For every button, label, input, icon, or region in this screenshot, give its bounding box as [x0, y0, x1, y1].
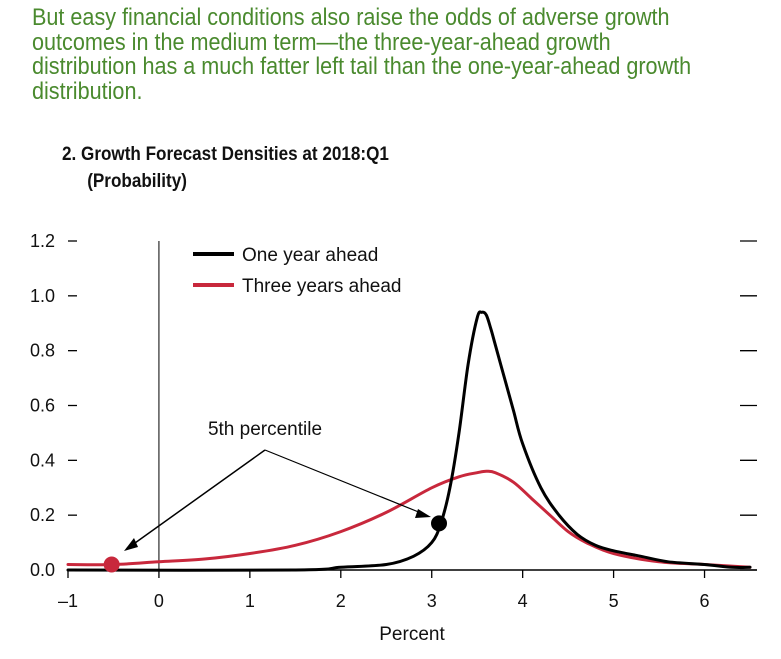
series-line-one-year — [66, 310, 752, 572]
x-tick-label: 1 — [245, 591, 255, 611]
marker-three-year-5th-percentile — [103, 556, 120, 573]
annotation-layer: 5th percentile — [124, 419, 431, 551]
annotation-arrowhead-right — [415, 509, 431, 518]
y-tick-label: 0.2 — [30, 505, 55, 525]
y-tick-label: 0.0 — [30, 560, 55, 580]
markers-layer — [103, 515, 448, 573]
marker-one-year-5th-percentile — [431, 515, 448, 532]
legend: One year ahead Three years ahead — [193, 245, 402, 297]
x-tick-label: 6 — [700, 591, 710, 611]
x-tick-label: 4 — [518, 591, 528, 611]
curves-layer — [66, 310, 752, 572]
annotation-arrow-right — [264, 449, 427, 516]
headline: But easy financial conditions also raise… — [32, 4, 692, 105]
y-tick-label: 1.2 — [30, 231, 55, 251]
y-tick-label: 0.6 — [30, 396, 55, 416]
y-tick-label: 0.4 — [30, 450, 55, 470]
annotation-label: 5th percentile — [208, 419, 322, 440]
series-line-three-years — [66, 469, 752, 569]
legend-label-one-year: One year ahead — [242, 245, 378, 266]
x-tick-label: 5 — [609, 591, 619, 611]
x-tick-label: 2 — [336, 591, 346, 611]
legend-label-three-years: Three years ahead — [242, 276, 402, 297]
annotation-arrow-left — [127, 449, 266, 549]
x-tick-label: 0 — [154, 591, 164, 611]
y-tick-label: 0.8 — [30, 341, 55, 361]
chart-title-line2: (Probability) — [87, 171, 187, 192]
y-tick-label: 1.0 — [30, 286, 55, 306]
chart-title-line1: 2. Growth Forecast Densities at 2018:Q1 — [62, 144, 389, 165]
x-tick-label: 3 — [427, 591, 437, 611]
x-tick-label: –1 — [58, 591, 78, 611]
x-axis-label: Percent — [379, 624, 445, 645]
annotation-arrowhead-left — [124, 538, 138, 551]
chart-title: 2. Growth Forecast Densities at 2018:Q1 … — [62, 141, 389, 195]
